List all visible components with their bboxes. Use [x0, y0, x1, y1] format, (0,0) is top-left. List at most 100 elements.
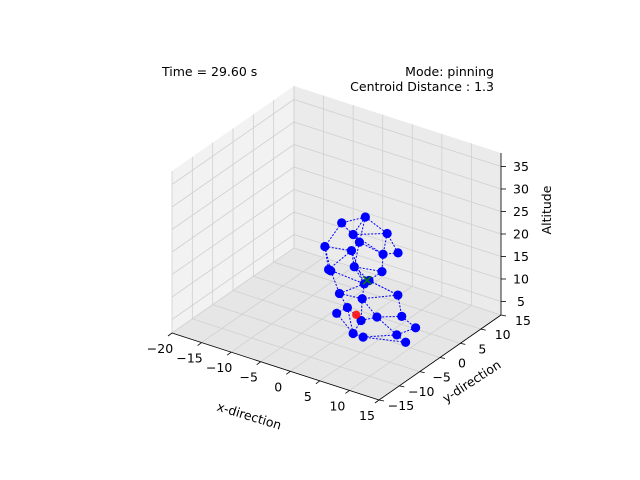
- time-label: Time = 29.60 s: [161, 64, 257, 79]
- x-tick-mark: [256, 361, 261, 366]
- graph-edge: [328, 250, 352, 270]
- x-tick-mark: [197, 342, 202, 346]
- x-tick-label: −5: [239, 370, 257, 385]
- centroid-distance-label: Centroid Distance : 1.3: [350, 79, 494, 94]
- graph-edge: [363, 334, 397, 338]
- agent-point: [337, 218, 347, 228]
- z-tick-label: 20: [513, 227, 529, 242]
- y-tick-mark: [500, 314, 507, 317]
- agent-point: [354, 237, 365, 247]
- agent-point: [382, 228, 392, 239]
- agent-points: [320, 212, 421, 347]
- gridline-y: [212, 142, 420, 373]
- z-tick-label: 10: [513, 272, 529, 287]
- y-tick-mark: [399, 385, 405, 388]
- graph-edge: [350, 250, 355, 267]
- gridline-y: [191, 156, 400, 387]
- graph-edge: [363, 336, 406, 343]
- y-tick-mark: [460, 342, 466, 345]
- agent-point: [342, 302, 353, 313]
- gridline-z: [171, 211, 502, 298]
- x-tick-mark: [167, 332, 173, 337]
- gridline-y: [273, 100, 481, 330]
- agent-point: [393, 248, 403, 258]
- y-tick-label: −10: [408, 384, 434, 399]
- x-tick-mark: [286, 370, 291, 375]
- y-tick-label: −5: [432, 370, 450, 385]
- graph-edge: [362, 294, 398, 300]
- axis-ticks: −20−15−10−5051015−15−10−5051015510152025…: [147, 159, 531, 423]
- z-axis-label: Altitude: [539, 185, 554, 234]
- gridline-y: [293, 86, 502, 316]
- agent-point: [346, 246, 357, 256]
- y-tick-label: 10: [495, 327, 511, 342]
- agent-point: [393, 290, 403, 300]
- graph-edge: [368, 271, 383, 281]
- graph-edge: [361, 283, 365, 299]
- agent-point: [397, 311, 407, 321]
- x-tick-label: 5: [304, 389, 312, 404]
- x-tick-mark: [315, 380, 321, 385]
- agent-point: [392, 330, 402, 340]
- agent-point: [334, 288, 345, 299]
- agent-point: [372, 312, 382, 322]
- agent-point: [411, 323, 421, 333]
- gridline-z: [171, 166, 502, 253]
- x-tick-label: 15: [359, 408, 375, 423]
- graph-edge: [360, 316, 378, 322]
- z-tick-label: 5: [517, 294, 525, 309]
- mode-label: Mode: pinning: [405, 64, 494, 79]
- agent-point: [357, 294, 367, 304]
- agent-point: [360, 212, 370, 222]
- y-tick-label: 5: [478, 341, 486, 356]
- agent-point: [332, 308, 342, 318]
- y-tick-mark: [439, 357, 446, 359]
- y-tick-label: −15: [388, 398, 414, 413]
- agent-point: [348, 229, 358, 240]
- agent-point: [358, 332, 368, 342]
- gridline-y: [252, 114, 461, 344]
- y-tick-mark: [419, 371, 425, 374]
- x-tick-label: −15: [176, 351, 202, 366]
- gridline-z: [171, 234, 502, 320]
- centroid-marker: [362, 275, 372, 285]
- y-tick-label: 0: [458, 356, 466, 371]
- agent-point: [349, 262, 359, 272]
- target-point: [352, 310, 361, 320]
- graph-edge: [324, 222, 343, 247]
- gridline-z: [171, 99, 502, 185]
- agent-point: [378, 249, 388, 259]
- y-tick-label: 15: [515, 313, 531, 328]
- x-tick-label: 10: [329, 398, 345, 413]
- agent-point: [401, 337, 411, 347]
- z-tick-label: 30: [513, 182, 529, 197]
- x-tick-label: −10: [206, 360, 232, 375]
- gridline-z: [171, 144, 502, 230]
- graph-edge: [353, 232, 388, 236]
- gridline-z: [171, 189, 502, 275]
- graph-edge: [328, 269, 365, 285]
- graph-edge: [383, 252, 399, 255]
- x-tick-mark: [226, 351, 232, 356]
- x-tick-mark: [345, 390, 350, 394]
- graph-edge: [352, 320, 362, 334]
- graph-edge: [339, 293, 348, 308]
- x-tick-label: 0: [274, 379, 282, 394]
- agent-point: [320, 241, 330, 252]
- agent-point: [348, 328, 358, 339]
- x-tick-mark: [374, 399, 380, 404]
- x-tick-label: −20: [147, 341, 173, 356]
- y-tick-mark: [378, 399, 385, 402]
- x-axis-line: [171, 332, 380, 401]
- y-tick-mark: [480, 328, 486, 331]
- graph-edge: [354, 266, 383, 273]
- z-tick-label: 35: [513, 159, 529, 174]
- gridline-z: [171, 121, 502, 208]
- graph-edge: [368, 280, 399, 296]
- gridline-y: [232, 128, 441, 358]
- agent-point: [326, 266, 336, 276]
- axes-panes: [172, 86, 501, 400]
- x-axis-label: x-direction: [215, 399, 283, 433]
- agent-point: [356, 315, 366, 326]
